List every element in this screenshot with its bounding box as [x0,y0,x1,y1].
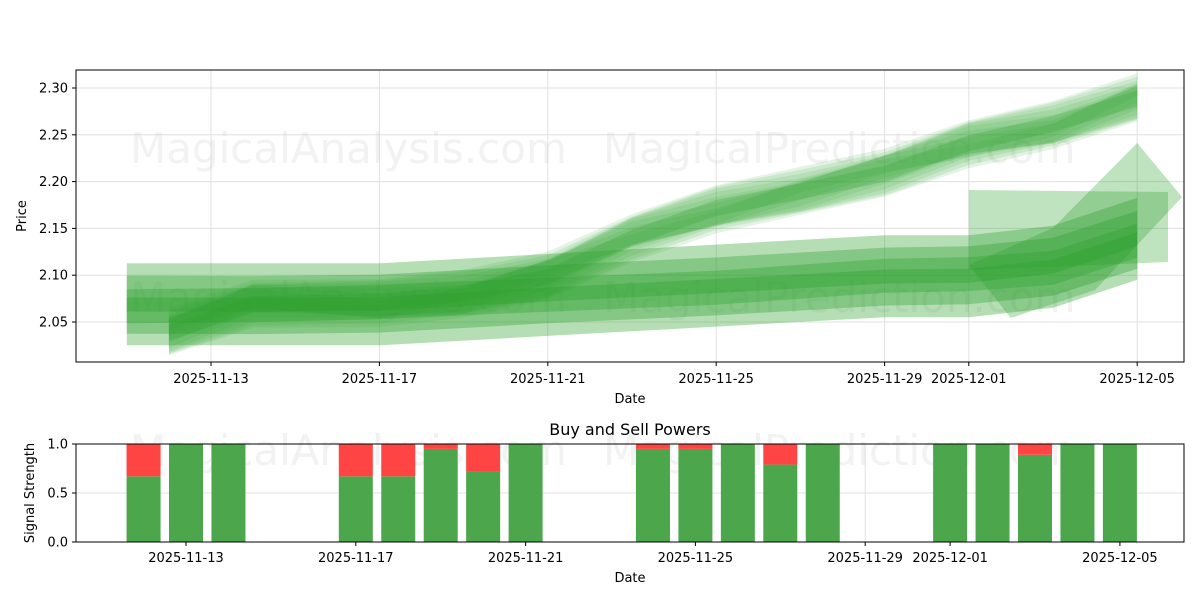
y-tick-label: 2.10 [39,269,68,284]
wave-band [168,86,1138,348]
y-axis-label: Signal Strength [23,443,38,543]
buy-bar [1060,444,1095,542]
wave-band [126,197,1138,346]
wave-band [168,73,1138,356]
wave-band [168,76,1138,355]
buy-bar [466,471,501,542]
x-tick-label: 2025-11-21 [510,372,586,387]
x-tick-label: 2025-12-05 [1099,372,1175,387]
sell-bar [763,444,798,465]
x-tick-label: 2025-11-17 [342,372,418,387]
x-tick-label: 2025-11-29 [827,551,903,566]
x-tick-label: 2025-11-21 [488,551,564,566]
y-tick-label: 2.20 [39,175,68,190]
buy-bar [1102,444,1137,542]
x-tick-label: 2025-11-25 [678,372,754,387]
wave-band [126,210,1138,335]
buy-bar [381,476,416,542]
y-tick-label: 1.0 [47,438,68,453]
watermark: MagicalPrediction.com [603,124,1076,173]
buy-bar [720,444,755,542]
x-axis-label: Date [614,571,645,586]
y-tick-label: 0.5 [47,487,68,502]
buy-bar [126,476,161,542]
wave-band [968,143,1182,318]
sell-bar [635,444,670,449]
buy-sell-title: Buy and Sell Powers [549,420,711,439]
price-axes-frame [75,69,1185,363]
y-tick-label: 2.15 [39,222,68,237]
buy-bar [933,444,968,542]
y-tick-label: 0.0 [47,536,68,551]
buy-bar [423,448,458,542]
watermark: MagicalPrediction.com [603,273,1076,322]
sell-bar [466,444,501,472]
wave-band [126,232,1138,312]
buy-sell-chart: Buy and Sell PowersMagicalAnalysis.comMa… [23,420,1185,586]
y-tick-label: 2.25 [39,128,68,143]
x-tick-label: 2025-11-17 [318,551,394,566]
sell-bar [126,444,161,477]
buy-bar [211,444,246,542]
buy-bar [338,476,373,542]
watermark: MagicalAnalysis.com [130,273,567,322]
buy-bar [635,448,670,542]
y-tick-label: 2.30 [39,82,68,97]
buy-bar [678,448,713,542]
wave-band [168,84,1138,352]
buy-bar [1018,454,1052,542]
x-tick-label: 2025-11-13 [173,372,249,387]
wave-band [168,81,1138,354]
buy-bar [975,444,1010,542]
x-tick-label: 2025-11-25 [658,551,734,566]
sell-bar [423,444,458,449]
watermark: MagicalAnalysis.com [130,124,567,173]
buy-bar [169,444,203,542]
y-tick-label: 2.05 [39,316,68,331]
x-tick-label: 2025-11-29 [847,372,923,387]
sell-bar [338,444,373,477]
sell-bar [678,444,713,449]
x-tick-label: 2025-12-01 [931,372,1007,387]
y-axis-label: Price [15,200,30,232]
wave-band [168,83,1138,330]
buy-bar [763,464,798,542]
x-tick-label: 2025-12-01 [912,551,988,566]
sell-bar [1018,444,1052,455]
x-tick-label: 2025-11-13 [148,551,224,566]
wave-band [968,190,1168,270]
sell-bar [381,444,416,477]
buy-bar [508,444,543,542]
x-tick-label: 2025-12-05 [1082,551,1158,566]
x-axis-label: Date [614,392,645,407]
buy-bar [805,444,840,542]
wave-band [126,223,1138,324]
